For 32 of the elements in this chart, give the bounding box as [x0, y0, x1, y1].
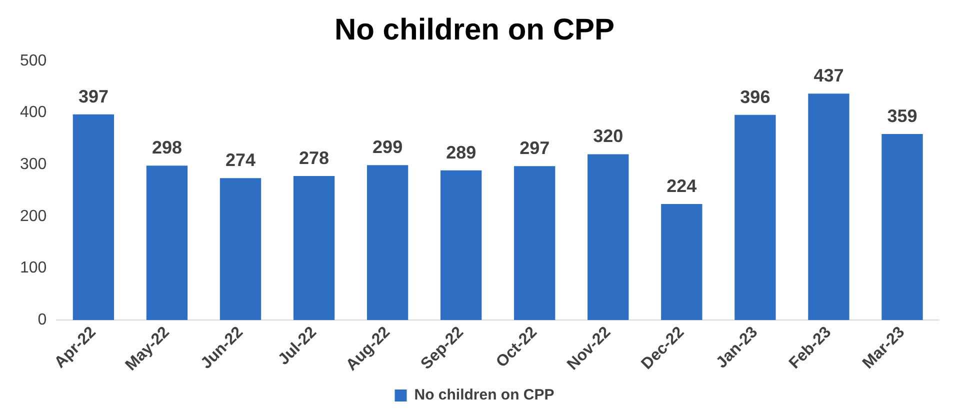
data-label: 298 — [152, 138, 182, 158]
data-label: 224 — [666, 176, 697, 196]
data-label: 297 — [520, 138, 550, 158]
bar — [293, 176, 335, 320]
y-tick-label: 100 — [20, 260, 47, 277]
data-label: 397 — [78, 86, 108, 106]
data-label: 437 — [814, 66, 844, 86]
data-label: 396 — [740, 86, 770, 107]
y-tick-label: 0 — [38, 311, 47, 328]
data-label: 289 — [446, 142, 476, 162]
bar — [220, 178, 262, 320]
chart-title: No children on CPP — [334, 13, 615, 46]
data-label: 359 — [887, 106, 918, 126]
data-label: 320 — [593, 126, 624, 146]
bar — [588, 154, 629, 320]
bar — [882, 134, 923, 320]
bar — [734, 114, 776, 320]
bar — [808, 94, 850, 320]
y-tick-label: 200 — [20, 208, 47, 225]
data-label: 278 — [299, 148, 330, 168]
bar — [366, 165, 408, 320]
bar — [661, 204, 702, 320]
data-label: 299 — [372, 137, 403, 158]
legend-label: No children on CPP — [414, 386, 554, 404]
bar — [146, 166, 188, 320]
bar — [514, 166, 556, 320]
data-label: 274 — [225, 150, 256, 170]
y-tick-label: 400 — [20, 104, 47, 122]
y-tick-label: 300 — [20, 156, 47, 174]
y-tick-label: 500 — [20, 52, 47, 70]
bar — [72, 114, 114, 320]
bar — [440, 170, 482, 320]
